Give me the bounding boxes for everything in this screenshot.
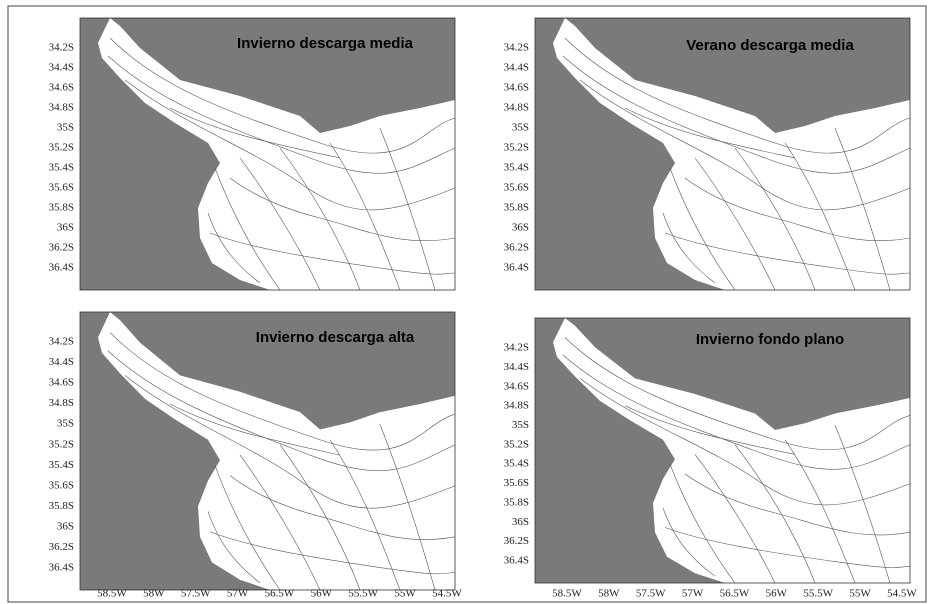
y-tick-label: 34.4S — [49, 62, 74, 74]
y-tick-label: 35.6S — [49, 479, 74, 491]
y-tick-label: 35S — [57, 418, 74, 430]
x-tick-label: 58.5W — [97, 588, 127, 600]
y-tick-label: 35S — [512, 419, 529, 431]
y-tick-label: 35.8S — [49, 202, 74, 214]
panel-title: Verano descarga media — [686, 37, 854, 54]
y-tick-label: 35.8S — [504, 496, 529, 508]
y-tick-label: 34.2S — [504, 42, 529, 54]
y-tick-label: 34.2S — [504, 342, 529, 354]
x-tick-label: 56W — [311, 588, 333, 600]
y-tick-label: 36S — [57, 520, 74, 532]
y-tick-label: 34.8S — [504, 102, 529, 114]
y-tick-label: 34.8S — [49, 102, 74, 114]
map-panel — [80, 18, 455, 290]
panel-title: Invierno fondo plano — [696, 331, 844, 348]
y-tick-label: 36.4S — [504, 262, 529, 274]
y-tick-label: 36S — [512, 516, 529, 528]
x-tick-label: 57W — [682, 588, 704, 600]
x-tick-label: 56.5W — [720, 588, 750, 600]
y-tick-label: 34.6S — [49, 82, 74, 94]
y-tick-label: 35.8S — [49, 500, 74, 512]
y-tick-label: 35.4S — [504, 162, 529, 174]
y-tick-label: 34.6S — [504, 82, 529, 94]
x-tick-label: 55W — [849, 588, 871, 600]
y-tick-label: 35.2S — [504, 438, 529, 450]
x-tick-label: 57.5W — [636, 588, 666, 600]
y-tick-label: 34.6S — [504, 380, 529, 392]
x-tick-label: 56W — [766, 588, 788, 600]
x-tick-label: 54.5W — [887, 588, 917, 600]
y-tick-label: 36.4S — [49, 562, 74, 574]
y-tick-label: 36S — [512, 222, 529, 234]
y-tick-label: 35.4S — [49, 459, 74, 471]
x-tick-label: 58.5W — [552, 588, 582, 600]
y-tick-label: 34.2S — [49, 42, 74, 54]
y-tick-label: 36.4S — [49, 262, 74, 274]
y-tick-label: 35.6S — [504, 182, 529, 194]
y-tick-label: 35.8S — [504, 202, 529, 214]
x-tick-label: 57W — [227, 588, 249, 600]
y-tick-label: 34.4S — [49, 356, 74, 368]
map-panel — [535, 318, 910, 583]
panel-title: Invierno descarga alta — [256, 329, 415, 346]
y-tick-label: 35S — [512, 122, 529, 134]
y-tick-label: 36.2S — [504, 242, 529, 254]
y-tick-label: 35.4S — [504, 458, 529, 470]
y-tick-label: 36.4S — [504, 555, 529, 567]
y-tick-label: 36S — [57, 222, 74, 234]
figure: Invierno descarga media 34.2S 34.4S 34.6S 34… — [0, 0, 935, 604]
x-tick-label: 57.5W — [181, 588, 211, 600]
y-tick-label: 36.2S — [504, 535, 529, 547]
y-tick-label: 36.2S — [49, 541, 74, 553]
x-tick-label: 58W — [143, 588, 165, 600]
y-tick-label: 35.4S — [49, 162, 74, 174]
y-tick-label: 34.2S — [49, 336, 74, 348]
y-tick-label: 35.2S — [49, 142, 74, 154]
y-tick-label: 36.2S — [49, 242, 74, 254]
x-tick-label: 55.5W — [348, 588, 378, 600]
x-tick-label: 55W — [394, 588, 416, 600]
y-tick-label: 35.2S — [504, 142, 529, 154]
y-tick-label: 34.8S — [49, 397, 74, 409]
y-tick-label: 34.6S — [49, 377, 74, 389]
x-tick-label: 58W — [598, 588, 620, 600]
y-tick-label: 34.4S — [504, 361, 529, 373]
x-tick-label: 55.5W — [803, 588, 833, 600]
y-tick-label: 35S — [57, 122, 74, 134]
x-tick-label: 54.5W — [432, 588, 462, 600]
y-tick-label: 35.6S — [49, 182, 74, 194]
y-tick-label: 35.6S — [504, 477, 529, 489]
y-tick-label: 35.2S — [49, 438, 74, 450]
y-tick-label: 34.8S — [504, 400, 529, 412]
y-tick-label: 34.4S — [504, 62, 529, 74]
panel-title: Invierno descarga media — [237, 35, 414, 52]
map-panel — [80, 312, 455, 590]
map-panel — [535, 18, 910, 290]
x-tick-label: 56.5W — [265, 588, 295, 600]
